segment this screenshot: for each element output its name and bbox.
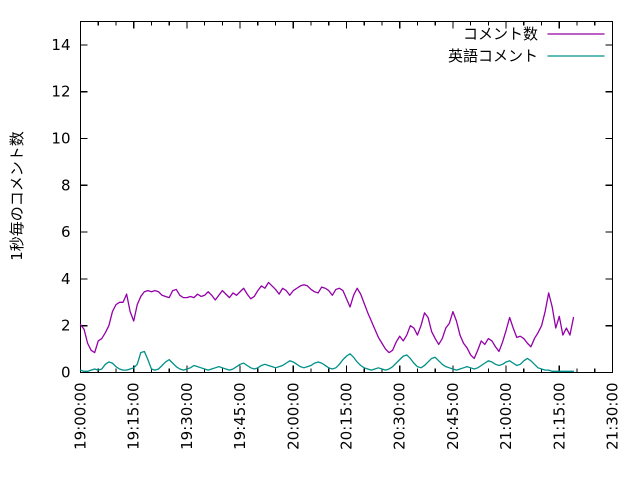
series-line-1 xyxy=(79,350,575,372)
y-axis-title-text: 1秒毎のコメント数 xyxy=(8,131,26,261)
y-tick-label: 2 xyxy=(61,317,71,335)
x-tick-label: 21:30:00 xyxy=(604,383,622,450)
x-axis-ticks: 19:00:00 19:15:00 19:30:00 19:45:00 20:00:00… xyxy=(72,21,622,450)
y-tick-label: 12 xyxy=(51,83,70,101)
plot-frame xyxy=(79,20,614,374)
plot-border xyxy=(79,20,614,374)
x-tick-label: 20:00:00 xyxy=(284,383,302,450)
y-axis-title: 1秒毎のコメント数 xyxy=(8,131,26,261)
x-tick-label: 19:45:00 xyxy=(231,383,249,450)
series-line-0 xyxy=(79,281,575,360)
x-tick-label: 20:15:00 xyxy=(338,383,356,450)
x-tick-label: 19:30:00 xyxy=(178,383,196,450)
y-tick-label: 0 xyxy=(61,364,71,382)
x-tick-label: 19:15:00 xyxy=(125,383,143,450)
x-tick-label: 19:00:00 xyxy=(72,383,90,450)
y-tick-label: 8 xyxy=(61,176,71,194)
legend-label-0: コメント数 xyxy=(463,25,538,43)
x-tick-label: 20:30:00 xyxy=(391,383,409,450)
x-tick-label: 21:15:00 xyxy=(550,383,568,450)
y-tick-label: 10 xyxy=(51,130,70,148)
x-tick-label: 20:45:00 xyxy=(444,383,462,450)
series-lines xyxy=(79,281,575,372)
y-tick-label: 4 xyxy=(61,270,71,288)
y-axis-ticks: 0 2 4 6 8 10 12 14 xyxy=(51,36,613,382)
legend-label-1: 英語コメント xyxy=(448,47,538,65)
x-tick-label: 21:00:00 xyxy=(497,383,515,450)
y-tick-label: 6 xyxy=(61,223,71,241)
y-tick-label: 14 xyxy=(51,36,70,54)
